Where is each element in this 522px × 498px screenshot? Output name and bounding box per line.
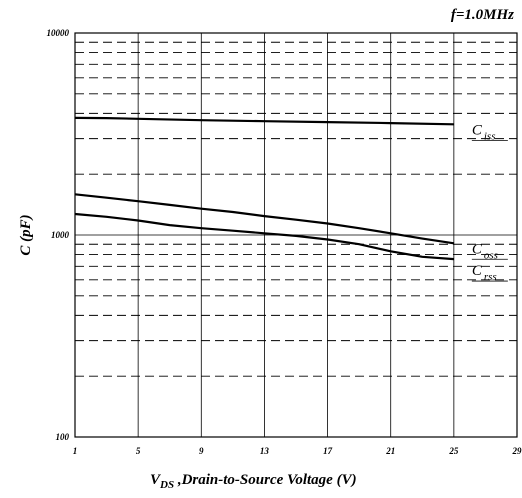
x-tick-label: 17 xyxy=(323,446,333,456)
x-axis-subscript: DS xyxy=(159,479,174,491)
y-tick-label: 1000 xyxy=(51,230,70,240)
x-axis-text: ,Drain-to-Source Voltage (V) xyxy=(174,472,357,488)
series-lines xyxy=(74,116,455,261)
grid xyxy=(75,33,517,437)
x-tick-label: 13 xyxy=(260,446,270,456)
series-line-iss xyxy=(74,116,454,126)
x-tick-labels: 1 5 9 13 17 21 25 29 xyxy=(73,446,522,456)
x-tick-label: 9 xyxy=(199,446,204,456)
x-tick-label: 29 xyxy=(512,446,522,456)
x-axis-symbol: V xyxy=(150,472,162,488)
x-tick-label: 1 xyxy=(73,446,78,456)
series-line-rss xyxy=(74,212,454,261)
plot-frame xyxy=(74,32,518,438)
y-tick-label: 10000 xyxy=(47,28,70,38)
frequency-annotation: f=1.0MHz xyxy=(451,7,514,23)
x-tick-label: 21 xyxy=(385,446,395,456)
y-tick-labels: 100 1000 10000 xyxy=(47,28,70,442)
y-tick-label: 100 xyxy=(56,432,70,442)
x-axis-label: VDS ,Drain-to-Source Voltage (V) xyxy=(150,472,357,491)
x-tick-label: 25 xyxy=(448,446,459,456)
x-tick-label: 5 xyxy=(136,446,141,456)
series-line-oss xyxy=(74,193,455,245)
y-axis-label: C (pF) xyxy=(18,214,34,255)
